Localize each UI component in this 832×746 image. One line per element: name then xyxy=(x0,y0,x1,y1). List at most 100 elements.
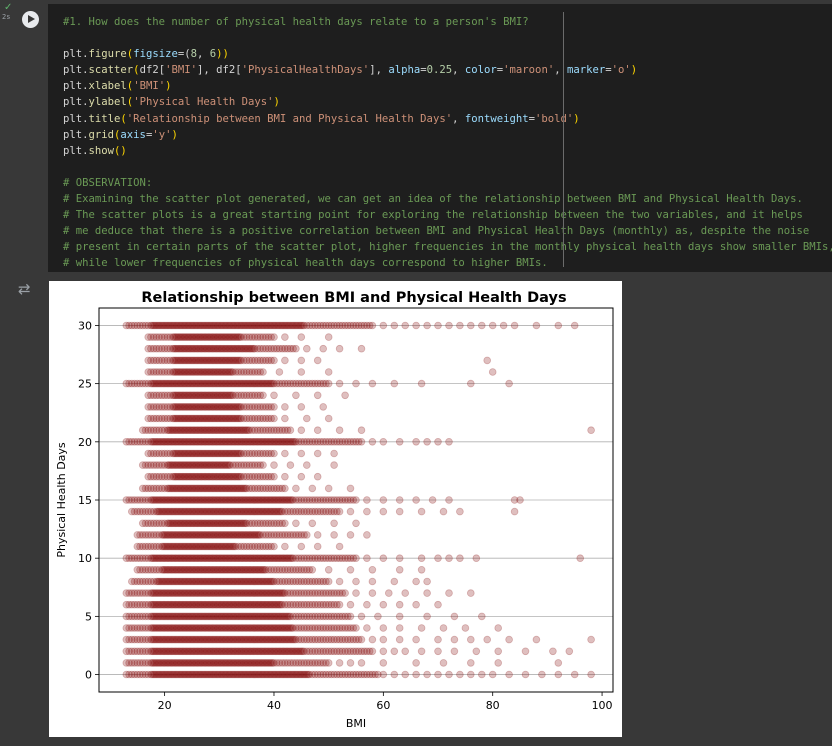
code-line[interactable]: plt.show() xyxy=(63,143,832,159)
scatter-point xyxy=(341,589,349,597)
scatter-point xyxy=(300,659,308,667)
scatter-point xyxy=(245,635,254,644)
scatter-point xyxy=(360,670,369,679)
code-token: ], df2[ xyxy=(196,64,242,77)
code-line[interactable]: plt.title('Relationship between BMI and … xyxy=(63,111,832,127)
scatter-point xyxy=(390,577,399,586)
scatter-point xyxy=(190,624,199,632)
code-line[interactable]: # OBSERVATION: xyxy=(63,175,832,191)
scatter-point xyxy=(281,333,289,341)
code-cell-editor[interactable]: #1. How does the number of physical heal… xyxy=(48,4,832,272)
scatter-point xyxy=(554,321,563,330)
scatter-point xyxy=(313,531,322,539)
scatter-point xyxy=(136,635,144,644)
scatter-point xyxy=(253,659,262,667)
code-token: , xyxy=(197,48,210,61)
scatter-point xyxy=(278,659,287,667)
scatter-point xyxy=(188,647,196,656)
output-toggle-icon[interactable]: ⇄ xyxy=(18,280,31,298)
scatter-point xyxy=(221,670,229,679)
scatter-point xyxy=(330,519,338,528)
code-line[interactable]: # Examining the scatter plot generated, … xyxy=(63,191,832,207)
scatter-point xyxy=(241,670,250,679)
code-line[interactable]: plt.figure(figsize=(8, 6)) xyxy=(63,46,832,62)
code-line[interactable] xyxy=(63,30,832,46)
scatter-point xyxy=(379,496,388,504)
code-token: # Examining the scatter plot generated, … xyxy=(63,193,803,206)
scatter-point xyxy=(164,635,173,644)
scatter-point xyxy=(211,670,220,679)
scatter-point xyxy=(499,321,508,330)
y-tick-label: 10 xyxy=(78,552,92,565)
scatter-point xyxy=(193,624,202,632)
scatter-point xyxy=(313,356,322,365)
scatter-point xyxy=(208,647,217,656)
scatter-point xyxy=(122,624,131,632)
scatter-point xyxy=(222,659,230,667)
code-line[interactable]: # me deduce that there is a positive cor… xyxy=(63,223,832,239)
code-token: plt. xyxy=(63,144,89,157)
scatter-point xyxy=(292,670,300,679)
scatter-point xyxy=(182,670,191,679)
scatter-point xyxy=(189,635,198,644)
run-cell-button[interactable] xyxy=(22,11,39,28)
scatter-point xyxy=(349,670,358,679)
scatter-point xyxy=(237,635,246,644)
scatter-point xyxy=(417,624,426,632)
scatter-point xyxy=(445,496,453,504)
scatter-point xyxy=(166,659,174,667)
scatter-point xyxy=(177,635,185,644)
scatter-point xyxy=(200,670,209,679)
scatter-point xyxy=(275,670,284,679)
scatter-point xyxy=(210,659,218,667)
scatter-point xyxy=(199,624,207,632)
scatter-point xyxy=(249,635,258,644)
scatter-point xyxy=(252,670,261,679)
scatter-point xyxy=(313,542,322,551)
scatter-point xyxy=(352,624,360,632)
scatter-point xyxy=(226,635,235,644)
scatter-point xyxy=(294,647,303,656)
scatter-point xyxy=(174,624,183,632)
scatter-point xyxy=(130,624,139,632)
scatter-point xyxy=(159,659,168,667)
code-line[interactable]: plt.ylabel('Physical Health Days') xyxy=(63,94,832,110)
scatter-point xyxy=(149,624,158,632)
code-line[interactable] xyxy=(63,159,832,175)
scatter-point xyxy=(294,635,303,644)
scatter-point xyxy=(190,670,199,679)
scatter-point xyxy=(263,670,271,679)
scatter-point xyxy=(327,635,336,644)
scatter-point xyxy=(357,438,366,446)
code-line[interactable]: plt.scatter(df2['BMI'], df2['PhysicalHea… xyxy=(63,62,832,78)
code-line[interactable]: plt.grid(axis='y') xyxy=(63,127,832,143)
scatter-point xyxy=(141,647,150,656)
scatter-point xyxy=(472,554,481,563)
code-token: = xyxy=(528,112,536,125)
scatter-point xyxy=(271,647,280,656)
scatter-point xyxy=(256,647,265,656)
scatter-point xyxy=(144,659,152,667)
scatter-point xyxy=(248,647,256,656)
scatter-point xyxy=(196,670,205,679)
code-line[interactable]: # while lower frequencies of physical he… xyxy=(63,255,832,271)
scatter-point xyxy=(130,670,139,679)
scatter-point xyxy=(272,659,281,667)
code-line[interactable]: #1. How does the number of physical heal… xyxy=(63,14,832,30)
code-line[interactable]: plt.xlabel('BMI') xyxy=(63,78,832,94)
scatter-point xyxy=(412,496,420,504)
scatter-point xyxy=(357,635,366,644)
scatter-point xyxy=(147,635,155,644)
scatter-point xyxy=(368,321,377,330)
code-token: ( xyxy=(120,112,127,125)
code-editor-lines[interactable]: #1. How does the number of physical heal… xyxy=(63,14,832,272)
scatter-point xyxy=(260,670,269,679)
scatter-point xyxy=(379,624,388,632)
scatter-point xyxy=(346,612,355,621)
scatter-point xyxy=(167,670,176,679)
code-token: plt. xyxy=(63,112,89,125)
code-line[interactable]: # The scatter plots is a great starting … xyxy=(63,207,832,223)
code-line[interactable]: # present in certain parts of the scatte… xyxy=(63,239,832,255)
scatter-point xyxy=(275,368,284,376)
scatter-point xyxy=(205,635,214,644)
